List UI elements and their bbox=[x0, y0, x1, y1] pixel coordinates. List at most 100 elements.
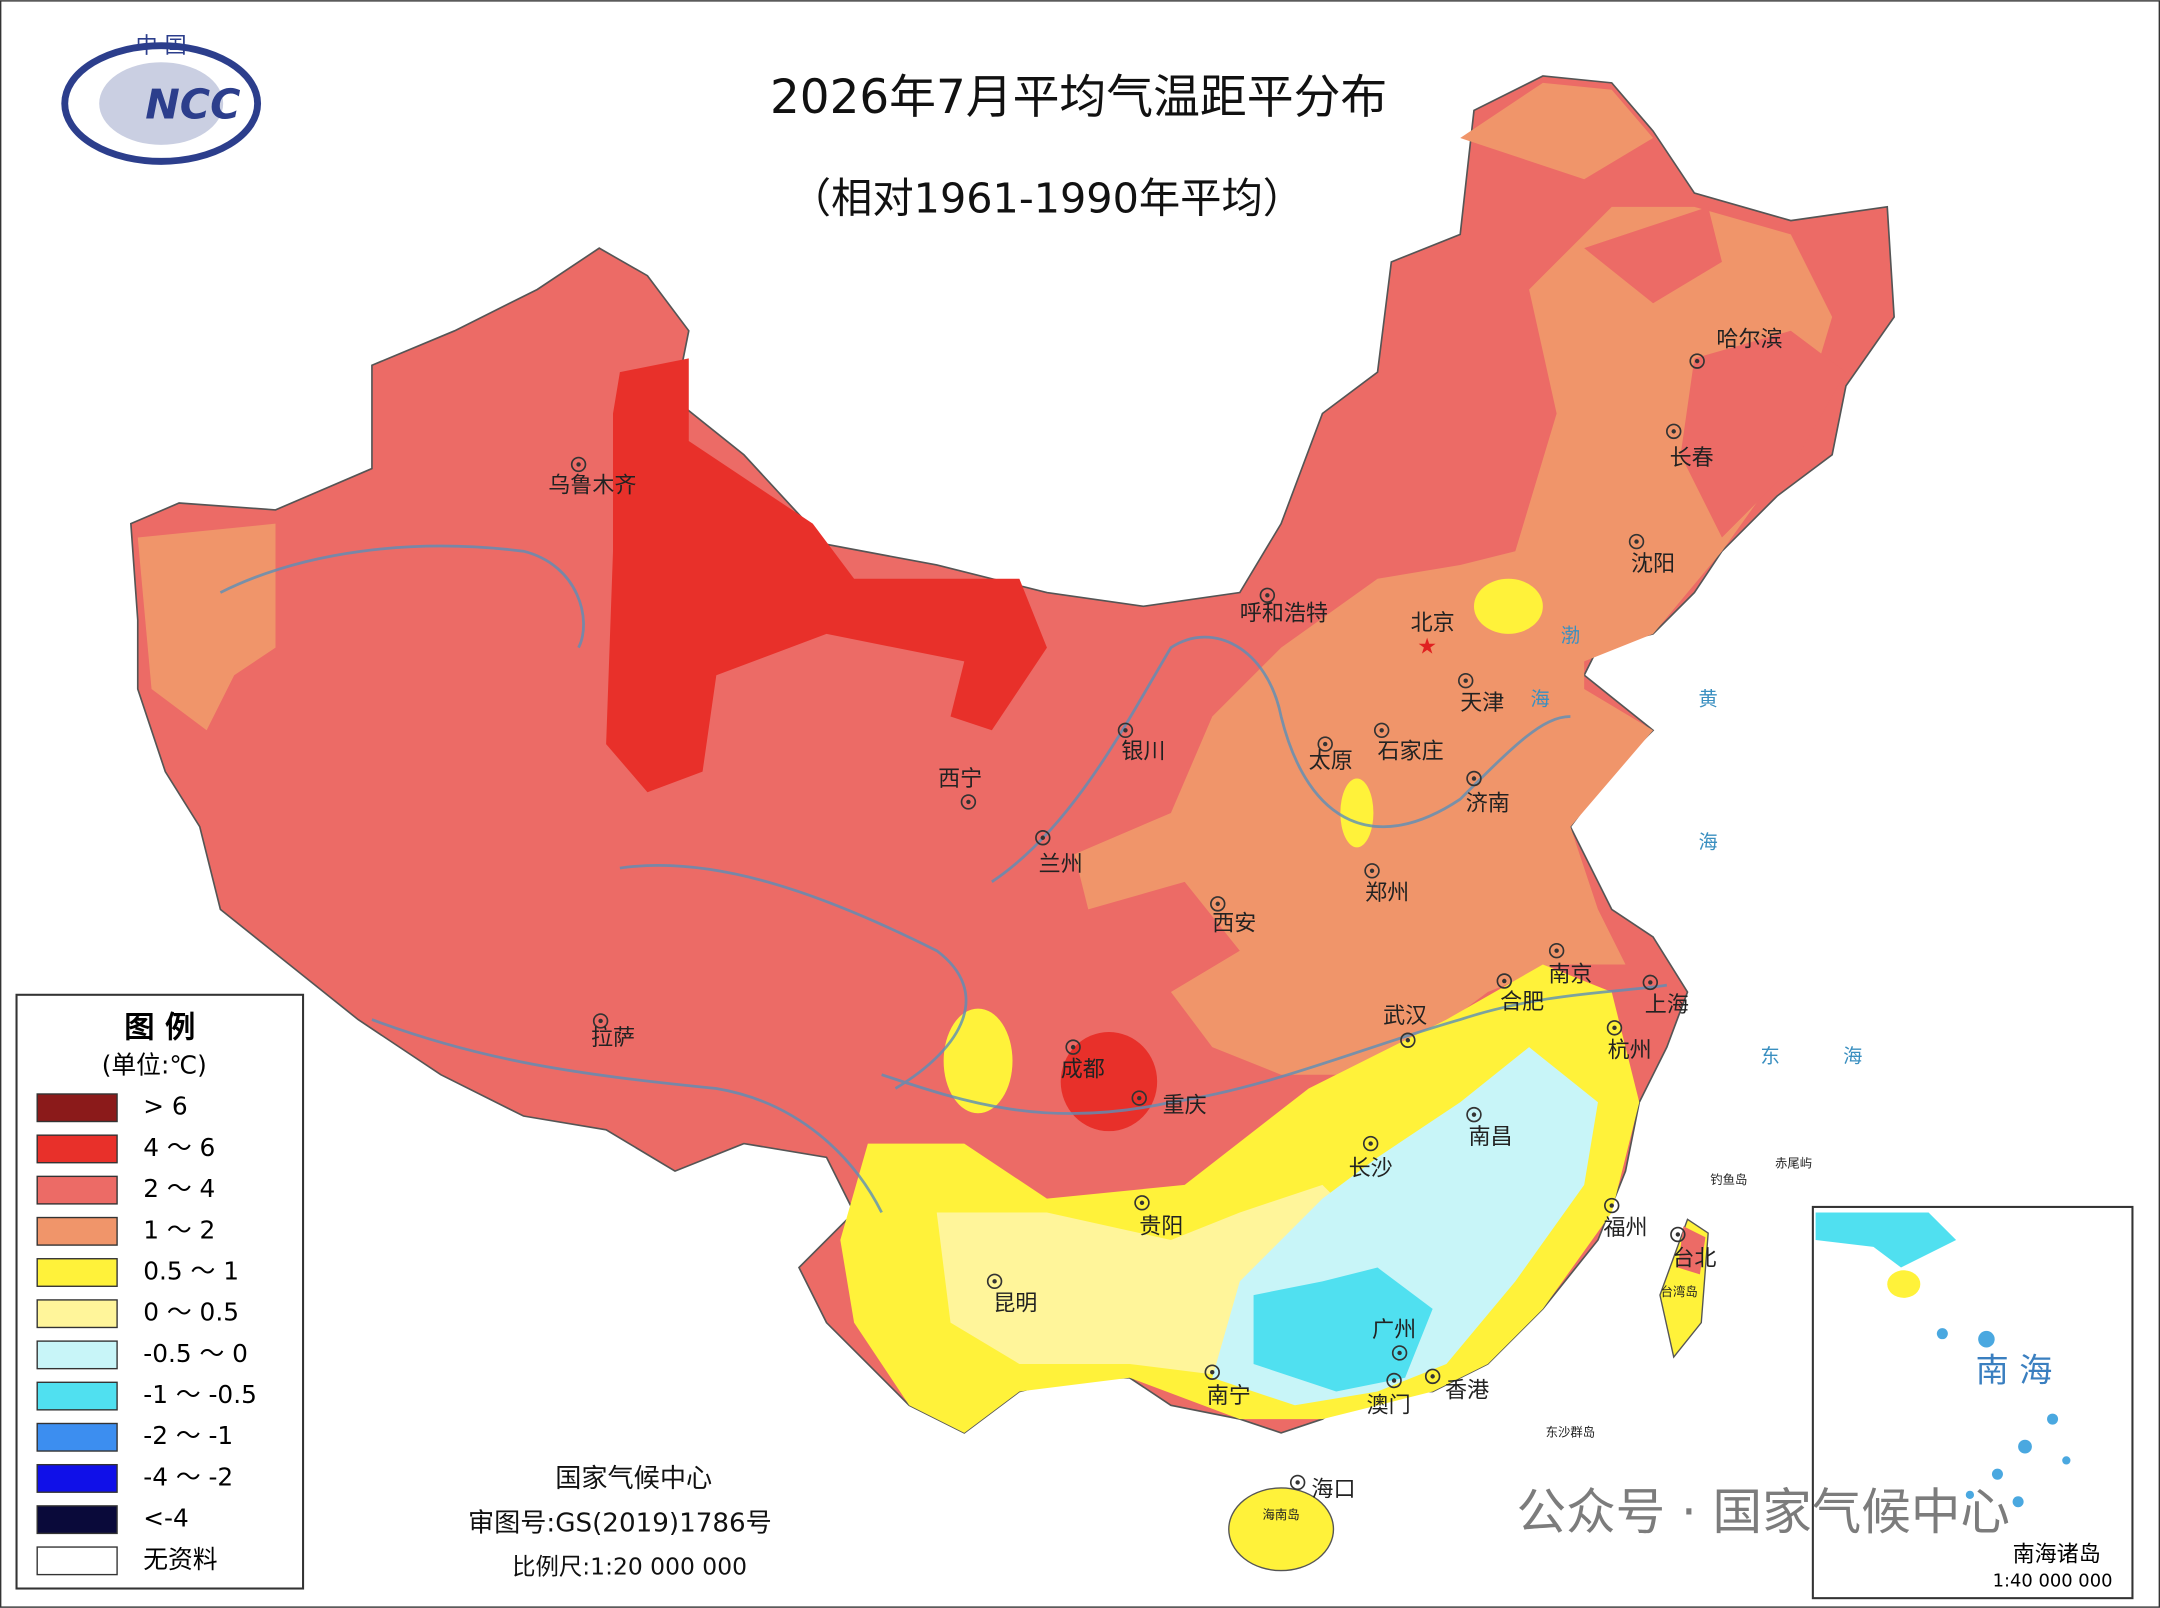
inset-scale: 1:40 000 000 bbox=[1993, 1571, 2113, 1592]
city-marker bbox=[1364, 863, 1380, 879]
island-label: 钓鱼岛 bbox=[1710, 1172, 1747, 1187]
watermark: 公众号 · 国家气候中心 bbox=[1517, 1483, 2010, 1541]
city-label: 拉萨 bbox=[591, 1026, 635, 1051]
legend-swatch bbox=[36, 1546, 118, 1576]
city-marker bbox=[1496, 973, 1513, 989]
legend-title: 图 例 bbox=[124, 1011, 195, 1046]
legend-label: 1 ～ 2 bbox=[143, 1215, 215, 1244]
city-marker bbox=[1259, 587, 1276, 604]
legend-swatch bbox=[36, 1505, 118, 1535]
city-marker bbox=[1471, 1112, 1477, 1117]
city-marker bbox=[1502, 978, 1507, 984]
city-marker bbox=[1548, 942, 1565, 959]
city-marker bbox=[1368, 1141, 1373, 1146]
city-marker bbox=[1694, 358, 1700, 364]
sea-label: 黄 bbox=[1699, 687, 1718, 710]
city-marker bbox=[1379, 728, 1384, 733]
city-label: 福州 bbox=[1603, 1216, 1647, 1241]
legend: 图 例 (单位:℃) > 6 4 ～ 6 2 ～ 4 1 ～ 2 0.5 ～ 1 0 ～ … bbox=[15, 993, 305, 1590]
legend-swatch bbox=[36, 1134, 118, 1164]
city-label: 澳门 bbox=[1367, 1394, 1411, 1419]
city-marker bbox=[1391, 1378, 1397, 1383]
city-marker bbox=[1471, 776, 1477, 781]
city-marker bbox=[1642, 974, 1659, 991]
sea-label: 海 bbox=[1699, 831, 1718, 854]
title: 2026年7月平均气温距平分布 bbox=[770, 71, 1387, 125]
region bbox=[606, 358, 1047, 793]
region bbox=[1677, 1226, 1706, 1275]
city-label: 广州 bbox=[1372, 1318, 1416, 1343]
legend-label: 4 ～ 6 bbox=[143, 1133, 215, 1162]
footer-scale: 比例尺:1:20 000 000 bbox=[512, 1552, 747, 1580]
city-label: 石家庄 bbox=[1378, 739, 1444, 764]
city-marker bbox=[966, 799, 971, 805]
city-marker bbox=[1215, 901, 1220, 907]
city-label: 郑州 bbox=[1365, 881, 1409, 906]
city-marker bbox=[1458, 672, 1474, 689]
city-marker bbox=[1369, 868, 1375, 874]
city-marker bbox=[1123, 728, 1128, 733]
city-label: 香港 bbox=[1445, 1379, 1489, 1404]
city-label: 合肥 bbox=[1500, 990, 1544, 1015]
region bbox=[1253, 1267, 1433, 1392]
city-marker bbox=[1554, 948, 1559, 953]
city-label: 西安 bbox=[1212, 912, 1256, 937]
city-marker bbox=[1117, 722, 1134, 739]
city-label: 西宁 bbox=[938, 767, 982, 792]
city-label: 乌鲁木齐 bbox=[548, 473, 636, 498]
city-marker bbox=[1675, 1232, 1681, 1237]
city-label: 济南 bbox=[1466, 792, 1510, 817]
legend-label: 无资料 bbox=[143, 1545, 217, 1574]
legend-label: -2 ～ -1 bbox=[143, 1421, 233, 1450]
legend-box bbox=[15, 993, 305, 1590]
anomaly-regions bbox=[130, 75, 1895, 1572]
city-label: 兰州 bbox=[1039, 852, 1083, 877]
island-label: 赤尾屿 bbox=[1775, 1156, 1812, 1171]
city-marker bbox=[960, 794, 977, 810]
inset-hainan bbox=[1887, 1270, 1921, 1298]
region bbox=[1584, 206, 1722, 304]
city-label: 长春 bbox=[1670, 446, 1714, 471]
inset-box bbox=[1811, 1205, 2134, 1600]
legend-swatch bbox=[36, 1299, 118, 1329]
region bbox=[1074, 206, 1833, 1075]
city-marker bbox=[1323, 741, 1328, 747]
city-marker bbox=[1670, 1226, 1686, 1243]
city-marker bbox=[1609, 1203, 1614, 1208]
legend-swatch bbox=[36, 1093, 118, 1123]
city-marker bbox=[1606, 1020, 1623, 1036]
city-marker bbox=[1612, 1025, 1617, 1031]
logo-top: 中 国 bbox=[136, 34, 187, 59]
city-marker bbox=[1289, 1474, 1306, 1491]
region bbox=[1680, 330, 1846, 538]
city-marker bbox=[1424, 1368, 1441, 1385]
legend-items: > 6 4 ～ 6 2 ～ 4 1 ～ 2 0.5 ～ 1 0 ～ 0.5 -0.5 ～ 0… bbox=[36, 1092, 257, 1576]
city-marker bbox=[1666, 423, 1682, 440]
island-label: 东沙群岛 bbox=[1546, 1424, 1596, 1439]
city-marker bbox=[1604, 1197, 1620, 1214]
legend-swatch bbox=[36, 1463, 118, 1493]
city-marker bbox=[592, 1013, 609, 1029]
city-label: 武汉 bbox=[1383, 1004, 1427, 1029]
legend-label: -0.5 ～ 0 bbox=[143, 1339, 248, 1368]
city-label: 沈阳 bbox=[1631, 552, 1675, 577]
city-marker bbox=[1139, 1200, 1145, 1206]
legend-swatch bbox=[36, 1340, 118, 1370]
footer-org: 国家气候中心 bbox=[555, 1464, 712, 1494]
sea-label: 渤 bbox=[1561, 624, 1580, 647]
region bbox=[1060, 1031, 1158, 1132]
city-label: 南宁 bbox=[1207, 1384, 1251, 1409]
city-marker bbox=[1466, 770, 1482, 787]
capital-marker: ★ bbox=[1417, 635, 1437, 660]
island-label: 海南岛 bbox=[1263, 1507, 1300, 1522]
city-label: 海口 bbox=[1311, 1478, 1355, 1503]
city-marker bbox=[576, 462, 581, 467]
inset: 南 海 南海诸岛 1:40 000 000 bbox=[1811, 1205, 2134, 1600]
legend-label: -1 ～ -0.5 bbox=[143, 1380, 257, 1409]
city-label: 长沙 bbox=[1349, 1157, 1393, 1182]
legend-label: -4 ～ -2 bbox=[143, 1462, 233, 1491]
city-label: 哈尔滨 bbox=[1716, 327, 1782, 352]
city-marker bbox=[1430, 1374, 1435, 1379]
city-label: 贵阳 bbox=[1139, 1215, 1183, 1240]
city-marker bbox=[1466, 1106, 1482, 1123]
